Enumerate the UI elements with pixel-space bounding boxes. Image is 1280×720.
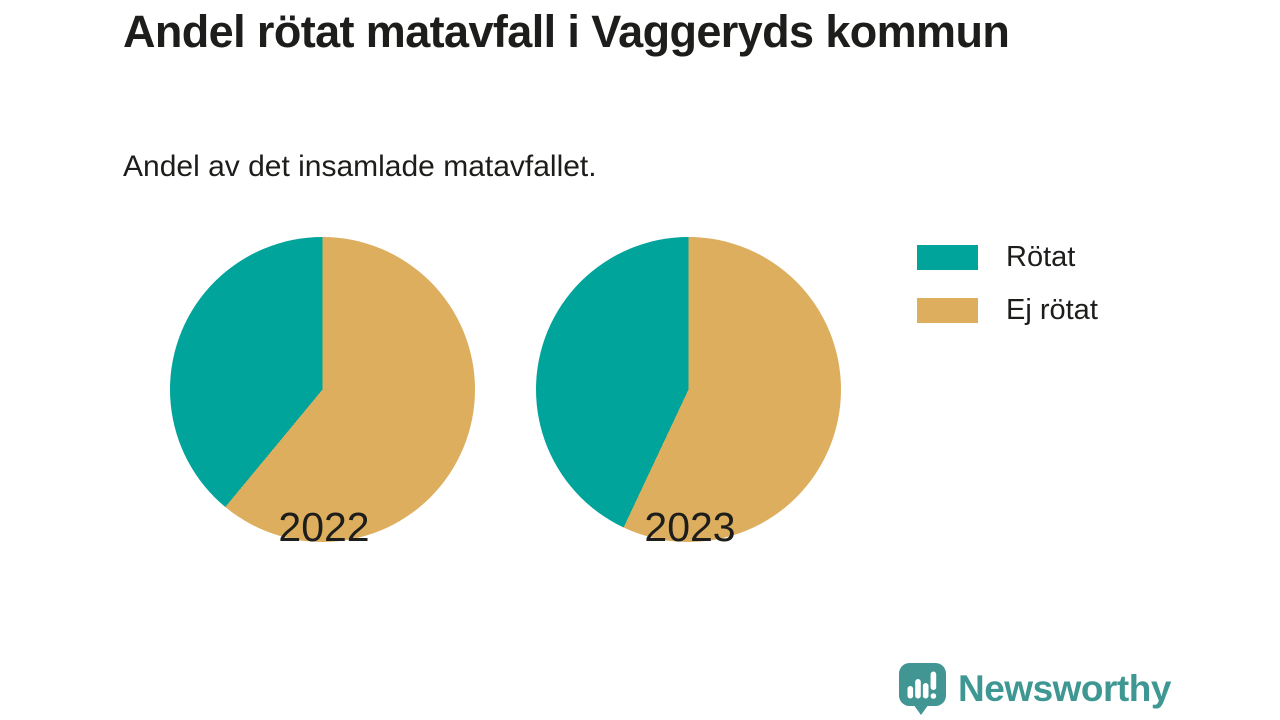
pie-2023 (536, 237, 841, 542)
legend: Rötat Ej rötat (917, 241, 1098, 327)
legend-item-rotat: Rötat (917, 241, 1098, 274)
pie-label-2023: 2023 (644, 504, 736, 550)
legend-swatch-rotat (917, 245, 978, 270)
legend-label-rotat: Rötat (1006, 241, 1076, 273)
chart-subtitle: Andel av det insamlade matavfallet. (123, 150, 597, 183)
brand-name: Newsworthy (958, 668, 1171, 709)
brand-footer: Newsworthy (898, 662, 1171, 716)
newsworthy-speech-bubble-bar-chart-icon (899, 663, 946, 715)
legend-label-ej-rotat: Ej rötat (1006, 294, 1098, 326)
legend-item-ej-rotat: Ej rötat (917, 294, 1098, 327)
pie-label-2022: 2022 (278, 504, 370, 550)
chart-title: Andel rötat matavfall i Vaggeryds kommun (123, 6, 1010, 57)
legend-swatch-ej-rotat (917, 298, 978, 323)
pie-2022 (170, 237, 475, 542)
